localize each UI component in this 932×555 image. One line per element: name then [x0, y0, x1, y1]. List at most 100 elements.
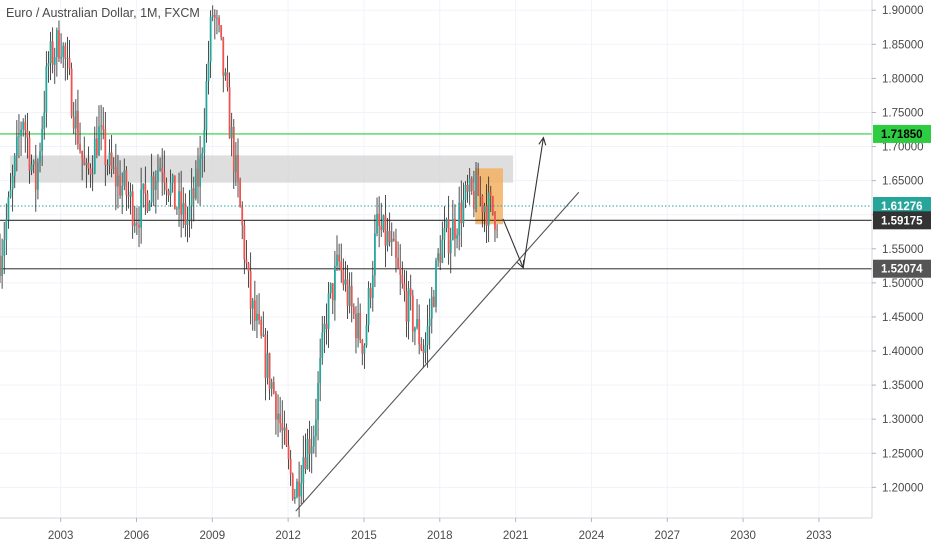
- candle-up: [98, 126, 100, 156]
- candle-up: [91, 173, 94, 175]
- candle-up: [302, 457, 305, 484]
- candle-down: [260, 320, 263, 336]
- candle-down: [361, 340, 364, 354]
- price-tick-label: 1.35000: [882, 380, 924, 392]
- candle-down: [378, 213, 381, 226]
- candle-up: [39, 151, 41, 163]
- candle-up: [45, 66, 48, 113]
- candle-up: [312, 436, 315, 447]
- price-tick-label: 1.55000: [882, 244, 924, 256]
- price-tick-label: 1.80000: [882, 73, 924, 85]
- candle-down: [228, 87, 231, 139]
- candle-up: [333, 266, 336, 301]
- candle-down: [58, 30, 60, 59]
- candle-down: [275, 393, 277, 420]
- price-labels: 1.71850 1.61276 1.59175 1.52074: [873, 124, 931, 278]
- candle-up: [390, 238, 393, 243]
- candle-up: [487, 192, 490, 226]
- candle-up: [47, 63, 50, 67]
- candle-down: [131, 191, 134, 226]
- candle-down: [104, 129, 107, 166]
- candle-down: [192, 188, 195, 199]
- candle-up: [93, 138, 96, 174]
- candle-down: [110, 152, 113, 170]
- candle-up: [100, 125, 103, 127]
- candle-down: [70, 68, 73, 117]
- candle-down: [89, 168, 92, 175]
- time-tick-label: 2027: [654, 530, 680, 542]
- candle-up: [251, 300, 254, 309]
- candle-down: [331, 283, 334, 301]
- candle-down: [491, 195, 494, 213]
- candle-up: [371, 275, 374, 298]
- candle-down: [180, 191, 183, 215]
- candle-up: [336, 254, 338, 267]
- candle-down: [439, 253, 442, 263]
- candle-up: [188, 205, 191, 221]
- candle-down: [489, 192, 492, 196]
- candle-up: [270, 381, 273, 389]
- candle-up: [464, 184, 467, 200]
- candle-up: [329, 283, 332, 294]
- candle-up: [7, 197, 10, 220]
- candle-up: [348, 285, 351, 306]
- candle-down: [454, 218, 456, 239]
- time-tick-label: 2009: [200, 530, 226, 542]
- candle-up: [194, 168, 197, 199]
- candle-down: [81, 150, 84, 159]
- candle-up: [121, 185, 124, 196]
- candle-down: [114, 167, 117, 187]
- candle-down: [264, 334, 267, 378]
- candle-down: [308, 438, 311, 454]
- candle-up: [190, 188, 193, 206]
- candle-up: [154, 181, 157, 190]
- candle-up: [53, 57, 56, 65]
- time-axis[interactable]: 2003 2006 2009 2012 2015 2018 2021 2024 2027 2030…: [48, 518, 832, 542]
- candle-up: [435, 260, 437, 307]
- candle-up: [182, 203, 185, 215]
- price-tick-label: 1.90000: [882, 5, 924, 17]
- candle-up: [74, 110, 77, 129]
- candle-up: [416, 319, 418, 328]
- candle-down: [473, 190, 475, 210]
- candle-up: [157, 170, 159, 182]
- candle-down: [496, 229, 498, 231]
- candle-up: [199, 158, 201, 187]
- candle-down: [243, 225, 246, 260]
- candle-up: [462, 199, 465, 224]
- candle-up: [55, 30, 58, 58]
- candle-up: [327, 293, 330, 329]
- time-tick-label: 2021: [503, 530, 529, 542]
- candle-down: [447, 219, 450, 254]
- candle-down: [420, 344, 423, 350]
- time-tick-label: 2012: [275, 530, 301, 542]
- candle-down: [304, 457, 307, 469]
- candle-up: [315, 419, 317, 437]
- candle-up: [140, 189, 143, 228]
- price-axis[interactable]: 1.90000 1.85000 1.80000 1.75000 1.70000 1.650…: [872, 5, 924, 494]
- candle-down: [272, 381, 275, 394]
- candle-down: [411, 295, 414, 332]
- candle-down: [247, 263, 250, 272]
- candle-up: [344, 279, 347, 285]
- candle-down: [213, 14, 216, 18]
- candle-down: [422, 349, 425, 353]
- candle-down: [479, 195, 482, 197]
- candle-up: [5, 219, 8, 240]
- time-tick-label: 2015: [351, 530, 377, 542]
- candle-up: [262, 334, 265, 336]
- candle-up: [317, 383, 319, 420]
- candle-up: [108, 152, 111, 166]
- candle-down: [281, 423, 284, 431]
- time-tick-label: 2024: [579, 530, 605, 542]
- candle-down: [237, 155, 239, 180]
- candle-up: [430, 296, 433, 319]
- candle-up: [207, 61, 210, 82]
- candle-down: [258, 313, 260, 321]
- candle-down: [401, 274, 404, 284]
- price-label-text: 1.59175: [881, 215, 923, 227]
- candle-up: [123, 170, 126, 186]
- price-tick-label: 1.25000: [882, 448, 924, 460]
